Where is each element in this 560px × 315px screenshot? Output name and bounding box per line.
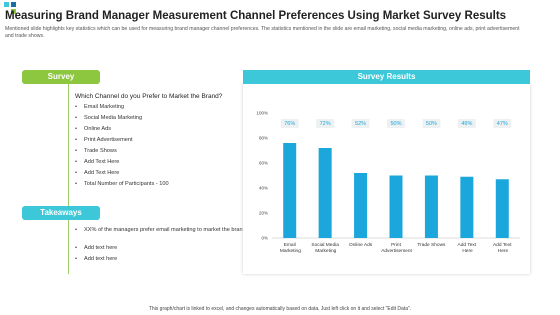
value-label: 50% bbox=[390, 121, 401, 127]
y-tick-label: 100% bbox=[256, 111, 268, 116]
chart-title: Survey Results bbox=[243, 70, 530, 84]
value-label: 52% bbox=[355, 121, 366, 127]
takeaway-item: Add text here bbox=[75, 245, 255, 256]
bar bbox=[389, 175, 403, 238]
x-tick-label: Social Media Marketing bbox=[311, 242, 339, 254]
bar bbox=[318, 148, 332, 238]
x-tick-label: Email Marketing bbox=[279, 242, 302, 254]
footer: This graph/chart is linked to excel, and… bbox=[148, 306, 412, 312]
survey-item: Social Media Marketing bbox=[75, 115, 225, 126]
deco bbox=[4, 2, 9, 7]
survey-item: Trade Shows bbox=[75, 148, 225, 159]
value-label: 76% bbox=[284, 121, 295, 127]
value-label-box bbox=[422, 119, 441, 128]
deco bbox=[11, 2, 16, 7]
bar bbox=[354, 173, 368, 238]
y-tick-label: 80% bbox=[259, 136, 268, 141]
x-tick-label: Online Ads bbox=[349, 242, 373, 248]
x-tick-label: Add Text Here bbox=[493, 242, 512, 254]
value-label: 50% bbox=[426, 121, 437, 127]
value-label-box bbox=[316, 119, 335, 128]
y-tick-label: 40% bbox=[259, 186, 268, 191]
survey-item: Email Marketing bbox=[75, 104, 225, 115]
value-label-box bbox=[493, 119, 512, 128]
survey-item: Print Advertisement bbox=[75, 137, 225, 148]
takeaway-item: XX% of the managers prefer email marketi… bbox=[75, 227, 255, 245]
bar bbox=[460, 176, 474, 238]
value-label: 72% bbox=[320, 121, 331, 127]
survey-item: Total Number of Participants - 100 bbox=[75, 181, 225, 192]
value-label: 49% bbox=[461, 121, 472, 127]
bar bbox=[424, 175, 438, 238]
bar bbox=[283, 143, 297, 238]
survey-item: Add Text Here bbox=[75, 170, 225, 181]
connector bbox=[68, 84, 69, 274]
y-tick-label: 20% bbox=[259, 211, 268, 216]
survey-item: Online Ads bbox=[75, 126, 225, 137]
y-tick-label: 60% bbox=[259, 161, 268, 166]
value-label: 47% bbox=[497, 121, 508, 127]
subtitle: Mentioned slide highlights key statistic… bbox=[5, 26, 520, 39]
value-label-box bbox=[351, 119, 370, 128]
bar bbox=[495, 179, 509, 238]
x-tick-label: Print Advertisement bbox=[380, 242, 412, 254]
x-tick-label: Trade Shows bbox=[417, 242, 446, 248]
survey-list: Email MarketingSocial Media MarketingOnl… bbox=[75, 104, 225, 192]
deco bbox=[11, 9, 16, 14]
survey-question: Which Channel do you Prefer to Market th… bbox=[75, 93, 223, 100]
y-tick-label: 0% bbox=[261, 236, 268, 241]
takeaways-list: XX% of the managers prefer email marketi… bbox=[75, 227, 255, 267]
title: Measuring Brand Manager Measurement Chan… bbox=[5, 10, 507, 22]
value-label-box bbox=[387, 119, 405, 128]
survey-item: Add Text Here bbox=[75, 159, 225, 170]
value-label-box bbox=[457, 119, 476, 128]
x-tick-label: Add Text Here bbox=[458, 242, 477, 254]
survey-label: Survey bbox=[22, 70, 100, 84]
takeaway-item: Add text here bbox=[75, 256, 255, 267]
value-label-box bbox=[280, 119, 299, 128]
takeaways-label: Takeaways bbox=[22, 206, 100, 220]
